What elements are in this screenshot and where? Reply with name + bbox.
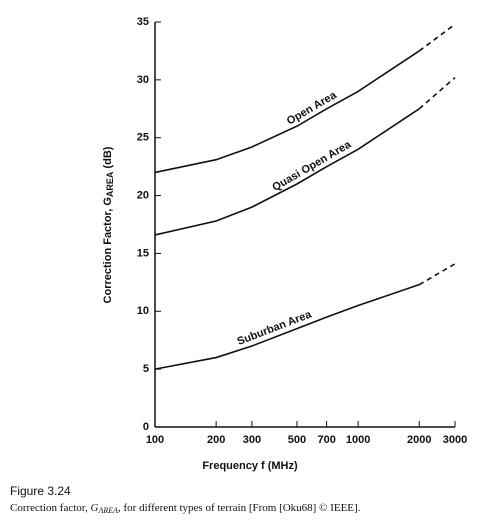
caption-prefix: Correction factor,: [10, 502, 91, 514]
x-tick-label: 100: [146, 434, 164, 446]
y-tick-label: 5: [143, 363, 149, 375]
series-line-extrapolated: [418, 76, 456, 110]
series-name: Suburban Area: [236, 308, 314, 348]
x-tick-label: 1000: [346, 434, 370, 446]
y-tick-label: 20: [137, 189, 149, 201]
x-tick-label: 300: [243, 434, 261, 446]
caption-subscript: AREA: [97, 506, 118, 515]
x-tick-label: 3000: [443, 434, 467, 446]
y-label-subscript: AREA: [105, 171, 115, 197]
y-axis-label: Correction Factor, GAREA (dB): [102, 146, 115, 303]
y-tick-label: 15: [137, 247, 149, 259]
y-label-suffix: (dB): [102, 146, 114, 171]
caption: Correction factor, GAREA, for different …: [10, 502, 361, 515]
y-tick-label: 0: [143, 421, 149, 433]
x-tick-label: 500: [288, 434, 306, 446]
series-line: [154, 50, 420, 174]
y-label-main: Correction Factor, G: [102, 197, 114, 303]
series-line: [154, 283, 420, 370]
x-tick-label: 2000: [407, 434, 431, 446]
series-name: Open Area: [285, 89, 339, 128]
y-tick-label: 30: [137, 74, 149, 86]
x-tick-label: 700: [317, 434, 335, 446]
figure-number: Figure 3.24: [10, 484, 71, 498]
x-axis-label: Frequency f (MHz): [202, 460, 298, 472]
caption-symbol: G: [91, 502, 99, 514]
series-line: [154, 108, 420, 236]
y-tick-label: 25: [137, 132, 149, 144]
series-name: Quasi Open Area: [270, 138, 354, 194]
series-line-extrapolated: [418, 23, 456, 52]
series-line-extrapolated: [418, 263, 456, 286]
x-tick-label: 200: [207, 434, 225, 446]
y-tick-label: 10: [137, 305, 149, 317]
y-tick-label: 35: [137, 16, 149, 28]
caption-suffix: , for different types of terrain [From […: [118, 502, 361, 514]
